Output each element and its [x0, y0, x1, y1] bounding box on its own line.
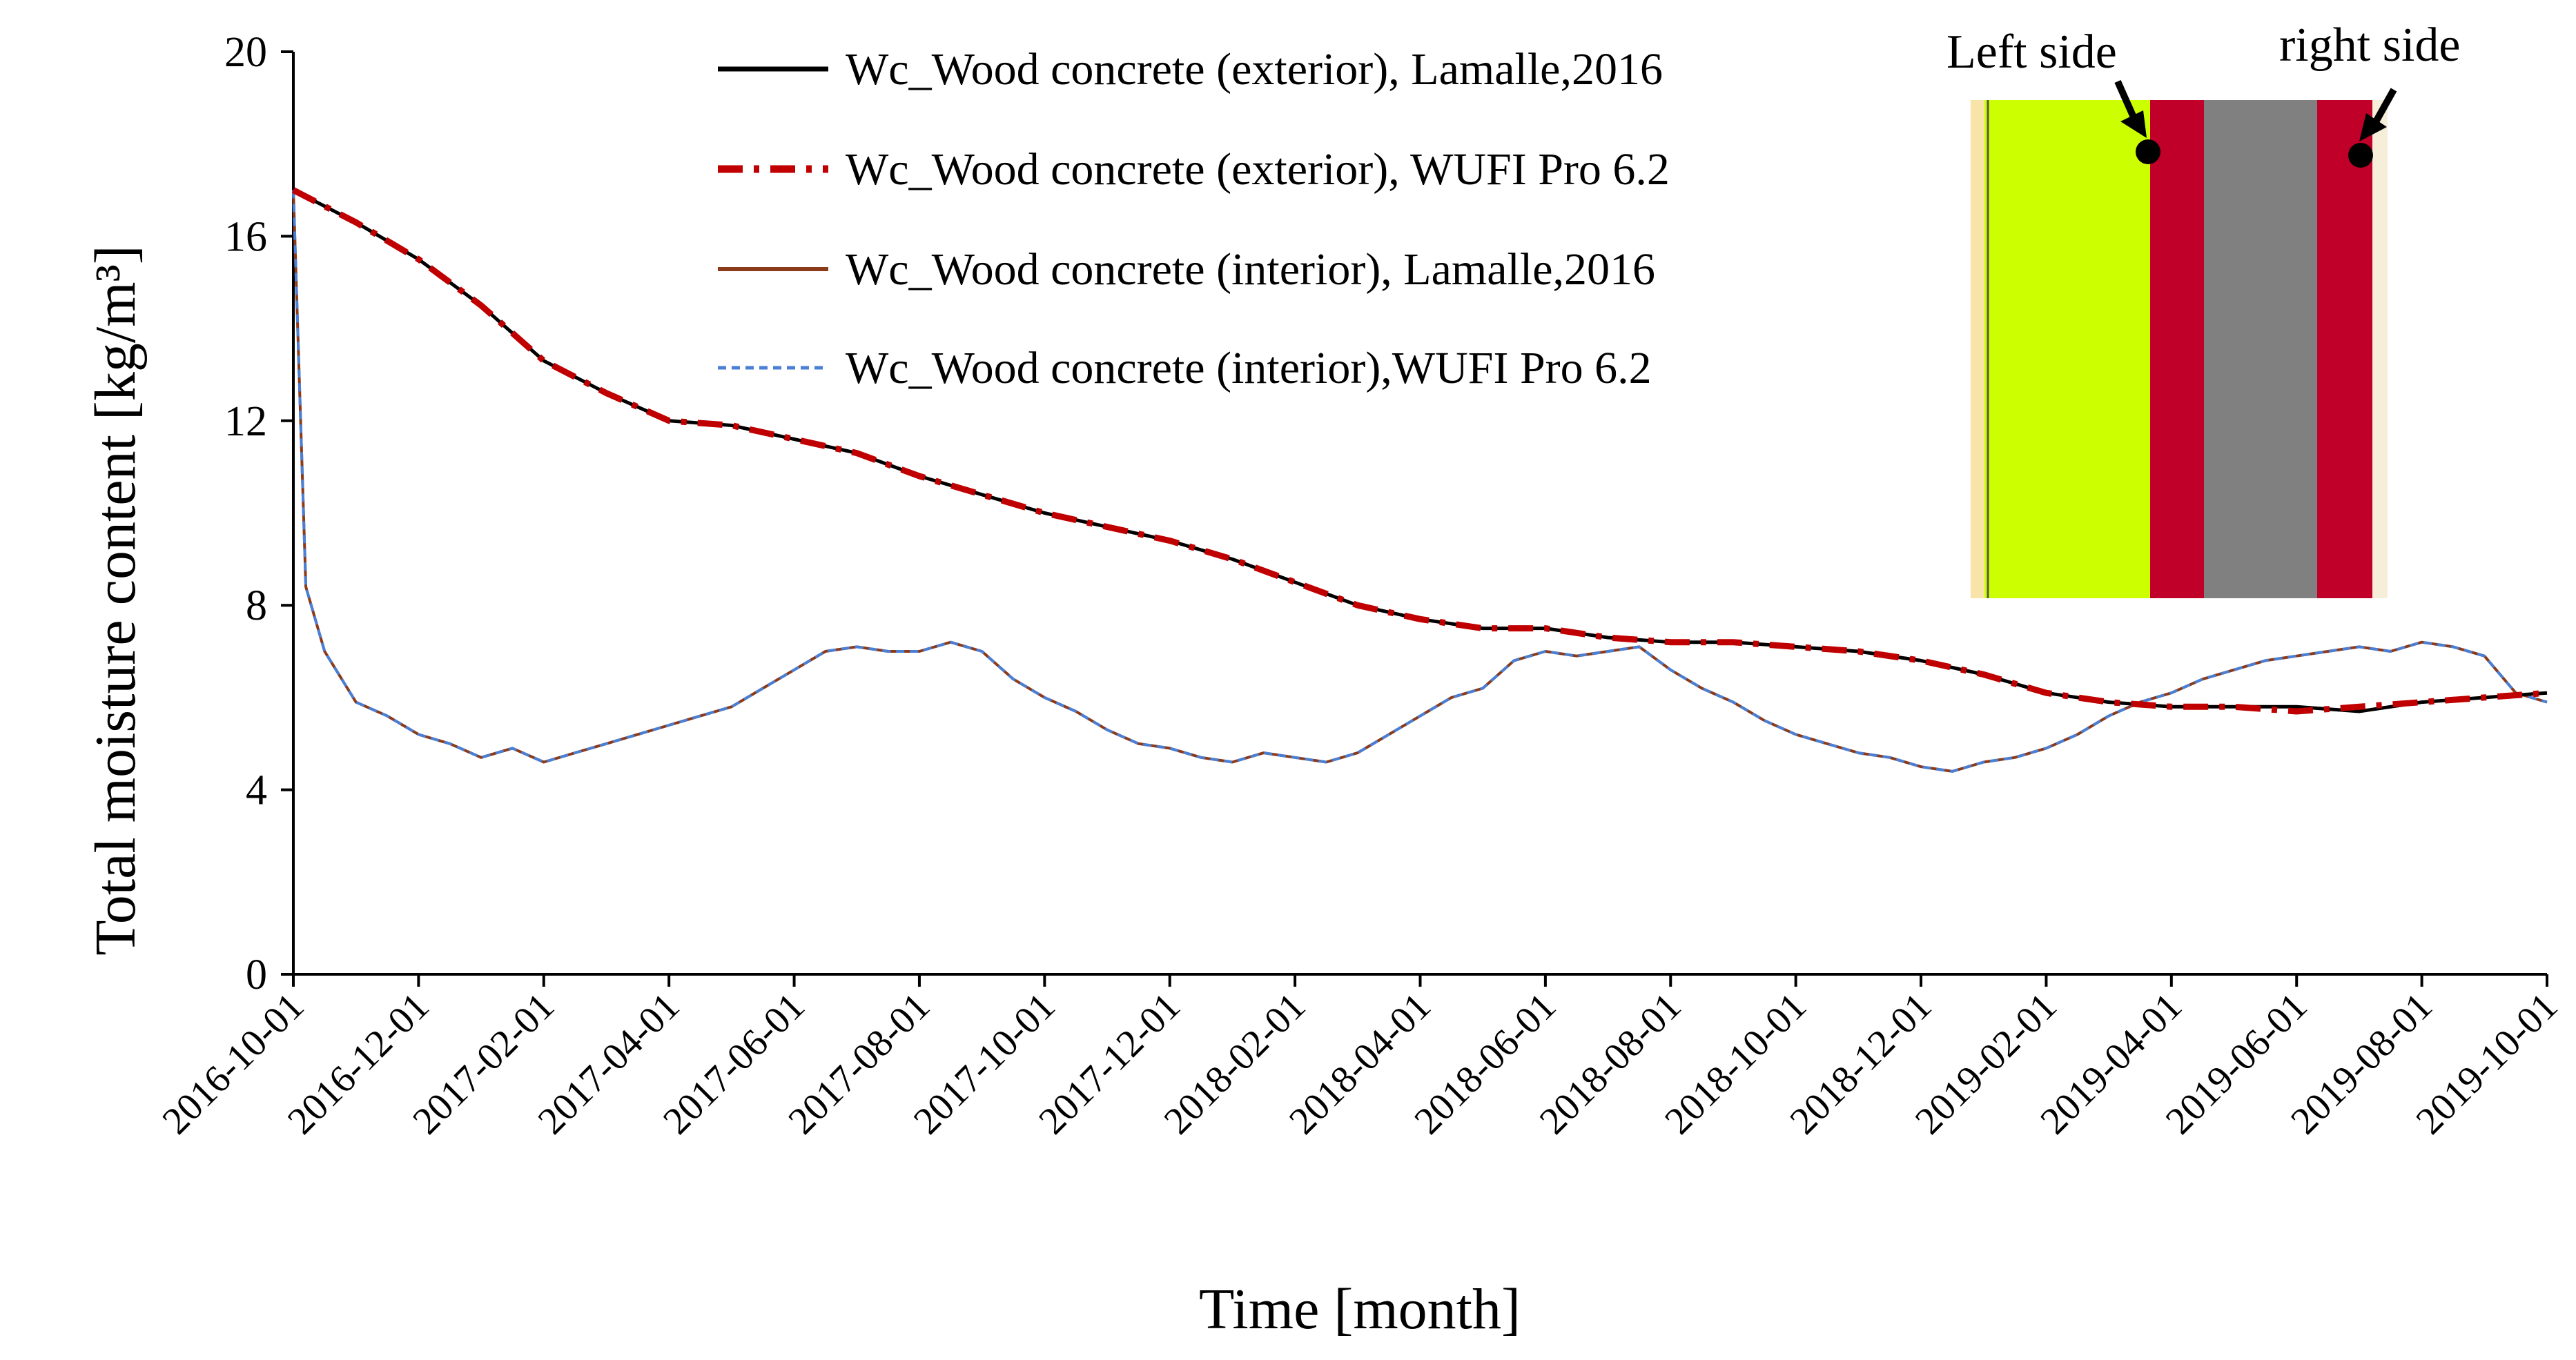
legend-label: Wc_Wood concrete (exterior), Lamalle,201…	[846, 44, 1663, 95]
inset-layer	[2317, 100, 2372, 598]
legend-label: Wc_Wood concrete (interior),WUFI Pro 6.2	[846, 343, 1652, 393]
right-side-marker	[2348, 143, 2373, 168]
inset-left-label: Left side	[1946, 26, 2117, 79]
wall-section-inset: Left side right side	[1946, 19, 2460, 598]
inset-layer	[2204, 100, 2317, 598]
series-line	[292, 190, 2548, 773]
legend-item: Wc_Wood concrete (exterior), WUFI Pro 6.…	[718, 144, 1670, 195]
inset-layer	[1984, 100, 2150, 598]
y-tick-label: 4	[246, 767, 267, 814]
x-axis-title: Time [month]	[1199, 1277, 1521, 1341]
y-tick-label: 0	[246, 952, 267, 998]
left-arrow-head	[2120, 110, 2147, 138]
inset-right-label: right side	[2279, 19, 2460, 72]
legend-item: Wc_Wood concrete (interior),WUFI Pro 6.2	[718, 343, 1652, 393]
legend-label: Wc_Wood concrete (exterior), WUFI Pro 6.…	[846, 144, 1670, 195]
legend-item: Wc_Wood concrete (exterior), Lamalle,201…	[718, 44, 1663, 95]
inset-layer	[1971, 100, 1984, 598]
y-tick-label: 16	[224, 213, 267, 260]
x-axis: 2016-10-012016-12-012017-02-012017-04-01…	[155, 974, 2566, 1143]
inset-layer	[2372, 100, 2388, 598]
legend-label: Wc_Wood concrete (interior), Lamalle,201…	[846, 244, 1655, 295]
right-arrow-head	[2359, 113, 2387, 141]
y-tick-label: 20	[224, 29, 267, 76]
y-axis-title: Total moisture content [kg/m³]	[84, 245, 148, 955]
left-side-marker	[2136, 139, 2160, 164]
right-arrow	[2371, 88, 2397, 126]
series-layer	[291, 187, 2548, 773]
y-tick-label: 8	[246, 582, 267, 629]
legend-item: Wc_Wood concrete (interior), Lamalle,201…	[718, 244, 1655, 295]
y-axis: 0 4 8 12 16 20	[224, 29, 293, 998]
left-arrow	[2114, 79, 2138, 121]
series-line	[291, 187, 2548, 715]
legend: Wc_Wood concrete (exterior), Lamalle,201…	[718, 44, 1670, 393]
inset-layer	[2150, 100, 2204, 598]
y-tick-label: 12	[224, 398, 267, 445]
